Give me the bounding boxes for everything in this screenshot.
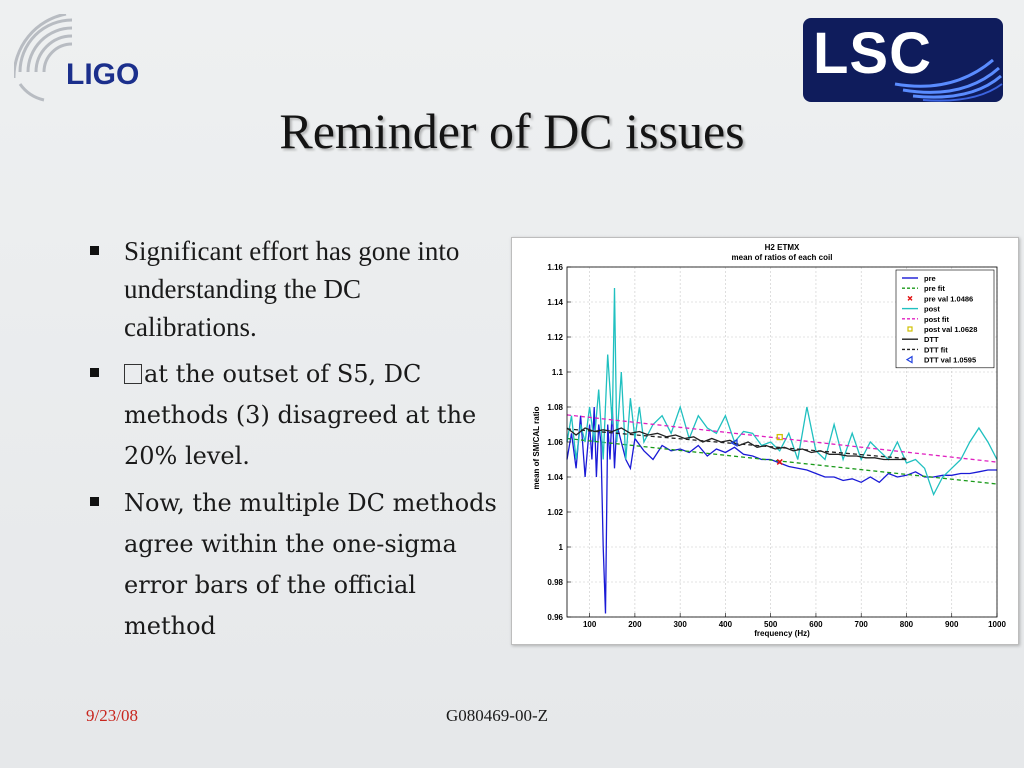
x-tick-label: 600 — [809, 620, 823, 629]
y-tick-label: 1.16 — [547, 263, 563, 272]
y-axis-label: mean of SM/CAL ratio — [532, 406, 541, 489]
bullet-square-icon — [90, 497, 99, 506]
bullet-list: Significant effort has gone into underst… — [88, 232, 500, 653]
x-tick-label: 200 — [628, 620, 642, 629]
y-tick-label: 1.02 — [547, 508, 563, 517]
y-tick-label: 1.14 — [547, 298, 563, 307]
bullet-text: at the outset of S5, DC methods (3) disa… — [124, 360, 477, 470]
legend-label: pre — [924, 274, 936, 283]
legend-label: DTT — [924, 335, 939, 344]
series-line-post-fit — [566, 414, 998, 463]
series-line-DTT — [566, 427, 907, 461]
x-tick-label: 500 — [764, 620, 778, 629]
bullet-square-icon — [90, 246, 99, 255]
chart-title: H2 ETMX — [765, 243, 800, 252]
y-tick-label: 1.06 — [547, 438, 563, 447]
bullet-square-icon — [90, 368, 99, 377]
x-axis-label: frequency (Hz) — [754, 629, 810, 638]
axes: 100 200 300 400 500 600 700 800 900 1000 0.96 0.98 1… — [547, 263, 1006, 629]
bullet-text: Now, the multiple DC methods agree withi… — [124, 489, 497, 640]
x-tick-label: 800 — [900, 620, 914, 629]
bullet-item: at the outset of S5, DC methods (3) disa… — [88, 354, 500, 477]
x-tick-label: 700 — [855, 620, 869, 629]
missing-glyph-box — [124, 364, 142, 384]
bullet-text: Significant effort has gone into underst… — [124, 236, 460, 342]
chart-figure: H2 ETMX mean of ratios of each coil freq… — [511, 237, 1019, 645]
legend-label: post fit — [924, 315, 949, 324]
marker-post-val — [776, 433, 783, 441]
y-tick-label: 0.98 — [547, 578, 563, 587]
lsc-wordmark: LSC — [813, 21, 932, 86]
series-line-post — [566, 287, 998, 497]
ligo-arcs-graphic — [14, 14, 73, 102]
legend-label: pre val 1.0486 — [924, 294, 973, 303]
legend-swatch — [907, 326, 913, 332]
ligo-wordmark: LIGO — [66, 58, 140, 91]
legend-label: post val 1.0628 — [924, 325, 977, 334]
series-line-pre — [566, 406, 997, 614]
y-tick-label: 1.1 — [552, 368, 564, 377]
chart-svg: H2 ETMX mean of ratios of each coil freq… — [532, 243, 1006, 638]
lsc-logo: LSC — [803, 18, 1003, 102]
x-tick-label: 400 — [719, 620, 733, 629]
bullet-item: Now, the multiple DC methods agree withi… — [88, 483, 500, 647]
legend-label: pre fit — [924, 284, 945, 293]
marker-pre-val — [776, 458, 783, 465]
x-tick-label: 100 — [583, 620, 597, 629]
slide-title: Reminder of DC issues — [279, 103, 745, 159]
legend-swatch — [907, 295, 913, 301]
footer-date: 9/23/08 — [86, 706, 138, 725]
x-tick-label: 900 — [945, 620, 959, 629]
marker-group — [730, 433, 783, 465]
legend-swatch — [905, 355, 913, 364]
chart-subtitle: mean of ratios of each coil — [732, 253, 833, 262]
bullet-item: Significant effort has gone into underst… — [88, 232, 500, 346]
x-tick-label: 1000 — [988, 620, 1006, 629]
legend-label: DTT fit — [924, 345, 948, 354]
series-line-pre-fit — [566, 437, 998, 485]
y-tick-label: 1 — [559, 543, 564, 552]
lsc-wave-graphic — [894, 58, 1003, 102]
y-tick-label: 1.08 — [547, 403, 563, 412]
x-tick-label: 300 — [673, 620, 687, 629]
y-tick-label: 0.96 — [547, 613, 563, 622]
legend-label: post — [924, 305, 940, 314]
y-tick-label: 1.04 — [547, 473, 563, 482]
footer-doc-id: G080469-00-Z — [446, 706, 548, 725]
y-tick-label: 1.12 — [547, 333, 563, 342]
marker-dtt-val — [730, 438, 738, 447]
legend-label: DTT val 1.0595 — [924, 356, 976, 365]
ligo-logo: LIGO — [14, 14, 154, 106]
